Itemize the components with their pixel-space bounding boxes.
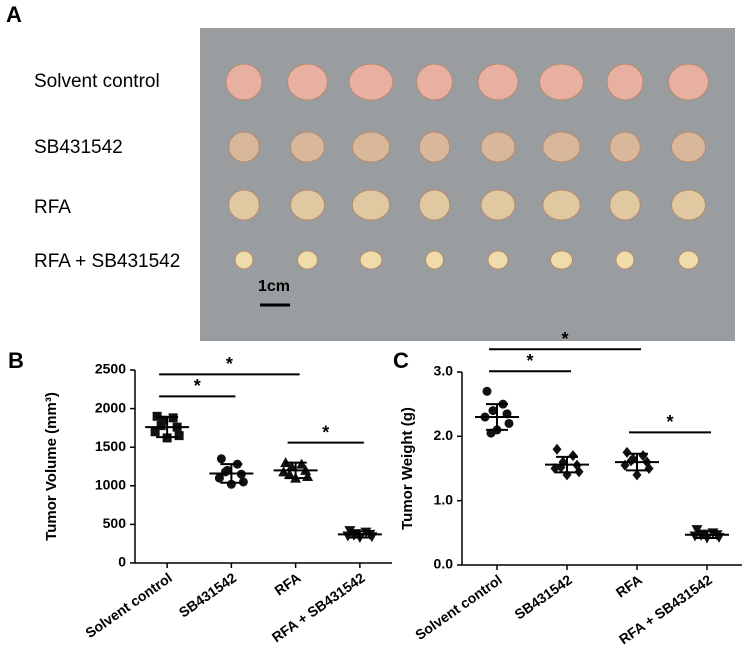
point bbox=[238, 477, 248, 487]
tumor bbox=[480, 131, 516, 163]
tumor bbox=[351, 189, 391, 221]
point bbox=[216, 454, 226, 464]
tumor bbox=[671, 131, 706, 163]
point bbox=[632, 469, 642, 481]
y-tick-label: 1500 bbox=[95, 438, 126, 454]
row-label: Solvent control bbox=[34, 71, 160, 92]
y-tick-label: 2.0 bbox=[434, 427, 454, 443]
tumor bbox=[671, 189, 706, 221]
y-tick-label: 0.0 bbox=[434, 556, 454, 572]
point bbox=[150, 427, 160, 437]
tumor bbox=[351, 131, 391, 163]
panel-label: C bbox=[393, 348, 409, 373]
point bbox=[296, 458, 308, 469]
tumor bbox=[606, 63, 644, 101]
y-tick-label: 2500 bbox=[95, 361, 126, 377]
point bbox=[622, 446, 632, 458]
point bbox=[284, 468, 296, 479]
x-tick-label: RFA bbox=[613, 571, 645, 600]
y-axis-label: Tumor Weight (g) bbox=[399, 407, 416, 530]
significance-label: * bbox=[194, 376, 201, 396]
tumor bbox=[348, 63, 394, 101]
significance-label: * bbox=[561, 329, 568, 349]
point bbox=[174, 431, 184, 441]
x-tick-label: Solvent control bbox=[412, 571, 505, 643]
tumor bbox=[477, 63, 519, 101]
tumor bbox=[290, 189, 325, 221]
y-tick-label: 3.0 bbox=[434, 363, 454, 379]
y-axis-label: Tumor Volume (mm³) bbox=[43, 392, 60, 541]
tumor bbox=[290, 131, 325, 163]
significance-label: * bbox=[666, 412, 673, 432]
tumor bbox=[609, 189, 641, 221]
point bbox=[550, 463, 560, 474]
point bbox=[504, 418, 514, 428]
tumor bbox=[542, 189, 581, 221]
tumor bbox=[225, 63, 263, 101]
point bbox=[348, 530, 360, 541]
y-tick-label: 1.0 bbox=[434, 491, 454, 507]
tumor bbox=[539, 63, 584, 101]
panel-label: A bbox=[6, 2, 22, 27]
point bbox=[482, 386, 492, 396]
row-label: SB431542 bbox=[34, 137, 123, 158]
tumor bbox=[480, 189, 516, 221]
point bbox=[220, 467, 230, 477]
point bbox=[568, 450, 578, 462]
significance-label: * bbox=[322, 422, 329, 442]
point bbox=[214, 473, 224, 483]
tumor bbox=[542, 131, 581, 163]
tumor bbox=[550, 250, 573, 270]
point bbox=[695, 530, 707, 541]
tumor bbox=[487, 250, 509, 270]
x-tick-label: SB431542 bbox=[176, 569, 240, 620]
tumor bbox=[359, 250, 383, 270]
point bbox=[158, 415, 168, 425]
tumor bbox=[416, 63, 453, 101]
tumor bbox=[425, 250, 444, 270]
significance-label: * bbox=[526, 351, 533, 371]
row-label: RFA + SB431542 bbox=[34, 251, 180, 272]
point bbox=[286, 461, 298, 471]
tumor bbox=[418, 189, 451, 221]
y-tick-label: 1000 bbox=[95, 477, 126, 493]
tumor bbox=[234, 250, 254, 270]
tumor bbox=[615, 250, 635, 270]
tumor bbox=[609, 131, 641, 163]
point bbox=[574, 466, 584, 478]
point bbox=[552, 443, 562, 455]
point bbox=[691, 525, 703, 536]
tumor bbox=[678, 250, 699, 270]
row-label: RFA bbox=[34, 197, 71, 218]
point bbox=[626, 455, 636, 467]
y-tick-label: 0 bbox=[118, 554, 126, 570]
tumor bbox=[287, 63, 328, 101]
panel-label: B bbox=[8, 348, 24, 373]
point bbox=[278, 466, 290, 477]
tumor bbox=[228, 131, 260, 163]
point bbox=[156, 421, 166, 431]
x-tick-label: RFA bbox=[271, 569, 303, 598]
point bbox=[488, 406, 498, 416]
tumor bbox=[228, 189, 260, 221]
tumor bbox=[668, 63, 709, 101]
y-tick-label: 500 bbox=[103, 515, 127, 531]
tumor-photo bbox=[225, 63, 709, 270]
tumor bbox=[297, 250, 318, 270]
tumor bbox=[418, 131, 451, 163]
x-tick-label: SB431542 bbox=[511, 571, 575, 622]
y-tick-label: 2000 bbox=[95, 399, 126, 415]
significance-label: * bbox=[226, 354, 233, 374]
x-tick-label: Solvent control bbox=[82, 569, 175, 641]
scale-bar-label: 1cm bbox=[258, 278, 290, 295]
